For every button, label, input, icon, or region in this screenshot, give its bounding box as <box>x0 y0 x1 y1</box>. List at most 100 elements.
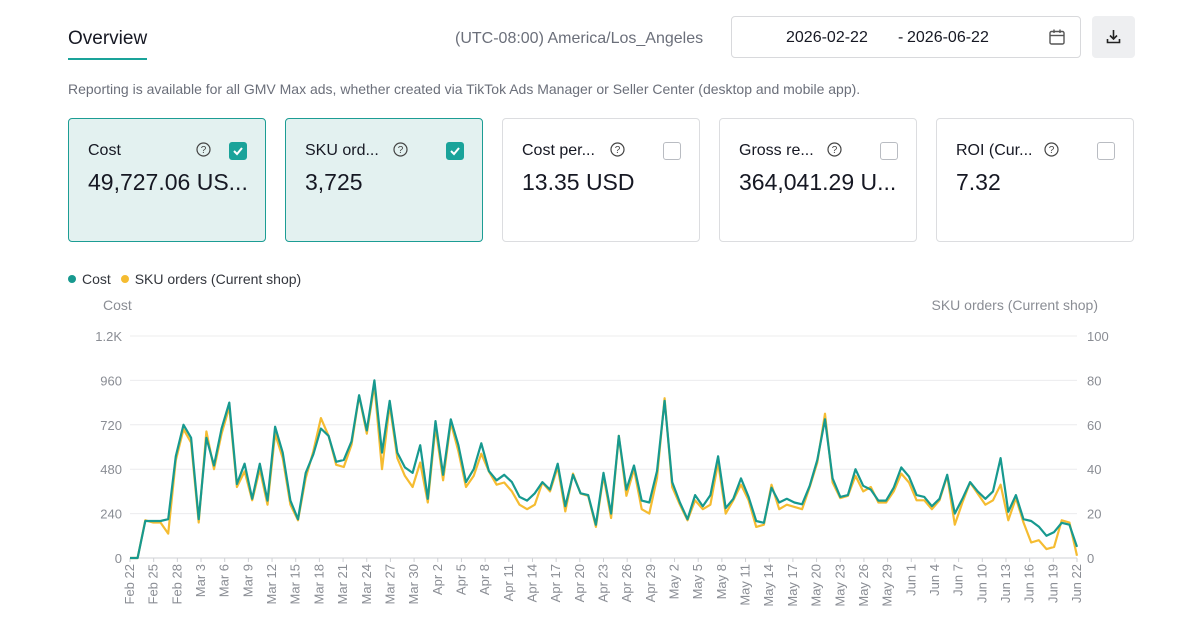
timezone-label: (UTC-08:00) America/Los_Angeles <box>455 30 704 47</box>
metric-card-cost[interactable]: Cost ? 49,727.06 US... <box>68 118 266 242</box>
legend-dot <box>120 275 129 283</box>
metric-card-sku-orders[interactable]: SKU ord... ? 3,725 <box>285 118 483 242</box>
metric-label: SKU ord... <box>305 142 379 159</box>
metric-checkbox[interactable] <box>663 142 681 160</box>
svg-text:?: ? <box>832 145 838 156</box>
svg-text:?: ? <box>1049 145 1055 156</box>
metric-checkbox[interactable] <box>1097 142 1115 160</box>
x-tick-label: Apr 20 <box>572 564 587 602</box>
y-tick-right: 0 <box>1087 551 1094 566</box>
legend-label: SKU orders (Current shop) <box>134 271 302 287</box>
x-tick-label: May 2 <box>667 564 682 599</box>
metric-label: Gross re... <box>739 142 814 159</box>
tab-overview[interactable]: Overview <box>68 28 148 60</box>
y-tick-left: 1.2K <box>95 329 122 344</box>
metric-checkbox[interactable] <box>880 142 898 160</box>
x-tick-label: May 8 <box>714 564 729 599</box>
date-separator: - <box>898 29 904 46</box>
svg-text:?: ? <box>201 145 207 156</box>
y-tick-left: 0 <box>115 551 122 566</box>
series-line-cost <box>130 379 1079 560</box>
legend-item-sku-orders[interactable]: SKU orders (Current shop) <box>120 271 302 287</box>
x-tick-label: Apr 23 <box>596 564 611 602</box>
x-tick-label: May 5 <box>690 564 705 599</box>
legend-label: Cost <box>82 271 111 287</box>
y-axis-left-title: Cost <box>103 297 132 313</box>
x-tick-label: Mar 27 <box>382 564 397 604</box>
x-tick-label: Apr 29 <box>643 564 658 602</box>
x-tick-label: Apr 5 <box>453 564 468 595</box>
y-axis-right-title: SKU orders (Current shop) <box>931 297 1098 313</box>
reporting-note: Reporting is available for all GMV Max a… <box>68 81 861 97</box>
metric-value: 49,727.06 US... <box>88 169 248 195</box>
help-icon[interactable]: ? <box>610 142 625 157</box>
x-tick-label: Apr 17 <box>548 564 563 602</box>
x-tick-label: May 17 <box>785 564 800 607</box>
metric-value: 7.32 <box>956 169 1001 195</box>
y-tick-right: 40 <box>1087 462 1101 477</box>
legend-item-cost[interactable]: Cost <box>68 271 111 287</box>
metric-checkbox[interactable] <box>446 142 464 160</box>
help-icon[interactable]: ? <box>827 142 842 157</box>
x-tick-label: May 20 <box>809 564 824 607</box>
x-tick-label: Mar 18 <box>311 564 326 604</box>
x-tick-label: Mar 6 <box>217 564 232 597</box>
metric-label: Cost <box>88 142 121 159</box>
x-tick-label: Jun 4 <box>927 564 942 596</box>
metric-card-roi[interactable]: ROI (Cur... ? 7.32 <box>936 118 1134 242</box>
x-tick-label: May 26 <box>856 564 871 607</box>
download-icon <box>1106 30 1121 44</box>
help-icon[interactable]: ? <box>393 142 408 157</box>
line-chart[interactable]: 0 0 240 20 480 40 720 60 960 80 1.2K 100 Feb 22 Feb 2… <box>0 320 1200 628</box>
x-tick-label: Feb 22 <box>122 564 137 604</box>
date-range-picker[interactable]: 2026-02-22 - 2026-06-22 <box>731 16 1081 58</box>
x-tick-label: Mar 30 <box>406 564 421 604</box>
x-tick-label: Jun 10 <box>974 564 989 603</box>
date-end: 2026-06-22 <box>907 29 989 46</box>
metric-label: Cost per... <box>522 142 595 159</box>
download-button[interactable] <box>1092 16 1135 58</box>
x-tick-label: Apr 14 <box>524 564 539 602</box>
x-tick-label: Apr 2 <box>430 564 445 595</box>
x-tick-label: Mar 9 <box>240 564 255 597</box>
date-start: 2026-02-22 <box>786 29 868 46</box>
metric-value: 3,725 <box>305 169 363 195</box>
svg-text:?: ? <box>398 145 404 156</box>
metric-card-gross-revenue[interactable]: Gross re... ? 364,041.29 U... <box>719 118 917 242</box>
x-tick-label: Mar 15 <box>288 564 303 604</box>
metric-label: ROI (Cur... <box>956 142 1033 159</box>
x-tick-label: Jun 7 <box>951 564 966 596</box>
metric-value: 364,041.29 U... <box>739 169 897 195</box>
y-tick-right: 100 <box>1087 329 1109 344</box>
x-tick-label: May 14 <box>761 564 776 607</box>
help-icon[interactable]: ? <box>196 142 211 157</box>
x-tick-label: May 29 <box>880 564 895 607</box>
x-tick-label: Jun 1 <box>903 564 918 596</box>
x-tick-label: May 23 <box>832 564 847 607</box>
series-line-sku-orders <box>130 383 1079 560</box>
x-tick-label: Feb 28 <box>169 564 184 604</box>
x-tick-label: Jun 22 <box>1069 564 1084 603</box>
legend-dot <box>68 275 76 283</box>
y-tick-left: 240 <box>100 507 122 522</box>
x-tick-label: Mar 24 <box>359 564 374 604</box>
x-tick-label: Mar 12 <box>264 564 279 604</box>
x-tick-label: Mar 3 <box>193 564 208 597</box>
y-tick-left: 480 <box>100 462 122 477</box>
x-tick-label: Mar 21 <box>335 564 350 604</box>
x-tick-label: Apr 8 <box>477 564 492 595</box>
help-icon[interactable]: ? <box>1044 142 1059 157</box>
metric-value: 13.35 USD <box>522 169 635 195</box>
chart-legend: Cost SKU orders (Current shop) <box>68 271 307 287</box>
metric-checkbox[interactable] <box>229 142 247 160</box>
y-tick-left: 720 <box>100 418 122 433</box>
metric-card-cost-per[interactable]: Cost per... ? 13.35 USD <box>502 118 700 242</box>
y-tick-right: 20 <box>1087 507 1101 522</box>
y-tick-left: 960 <box>100 373 122 388</box>
y-tick-right: 60 <box>1087 418 1101 433</box>
calendar-icon <box>1048 28 1066 46</box>
x-tick-label: May 11 <box>738 564 753 606</box>
x-tick-label: Feb 25 <box>146 564 161 604</box>
x-tick-label: Jun 19 <box>1045 564 1060 603</box>
svg-text:?: ? <box>615 145 621 156</box>
